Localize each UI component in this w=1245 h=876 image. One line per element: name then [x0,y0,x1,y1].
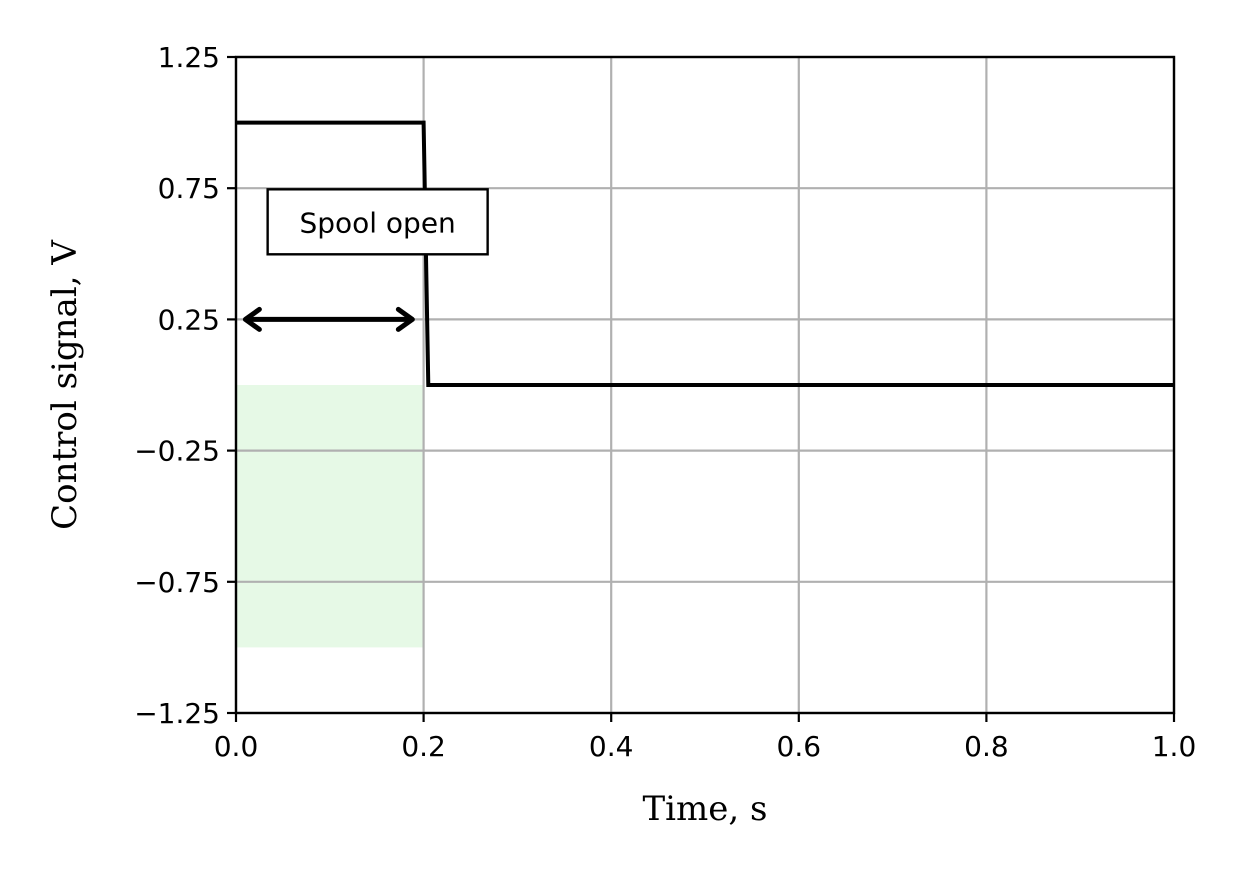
annotation-box [266,188,489,256]
x-tick-label: 0.8 [964,730,1009,763]
y-tick-label: −1.25 [134,697,220,730]
x-tick-label: 0.2 [401,730,446,763]
double-arrow-right-head [395,306,415,332]
x-tick-label: 0.0 [214,730,259,763]
annotation-text: Spool open [299,206,455,239]
x-tick-label: 1.0 [1152,730,1197,763]
y-tick-label: 1.25 [158,41,220,74]
x-tick-label: 0.6 [777,730,822,763]
y-tick-label: −0.75 [134,566,220,599]
x-axis-label: Time, s [643,789,768,829]
y-tick-label: 0.75 [158,172,220,205]
shaded-region [236,385,424,648]
y-tick-label: 0.25 [158,303,220,336]
x-tick-label: 0.4 [589,730,634,763]
y-tick-label: −0.25 [134,435,220,468]
y-axis-label: Control signal, V [45,239,85,530]
plot-frame [234,55,1176,715]
double-arrow-left-head [242,306,262,332]
